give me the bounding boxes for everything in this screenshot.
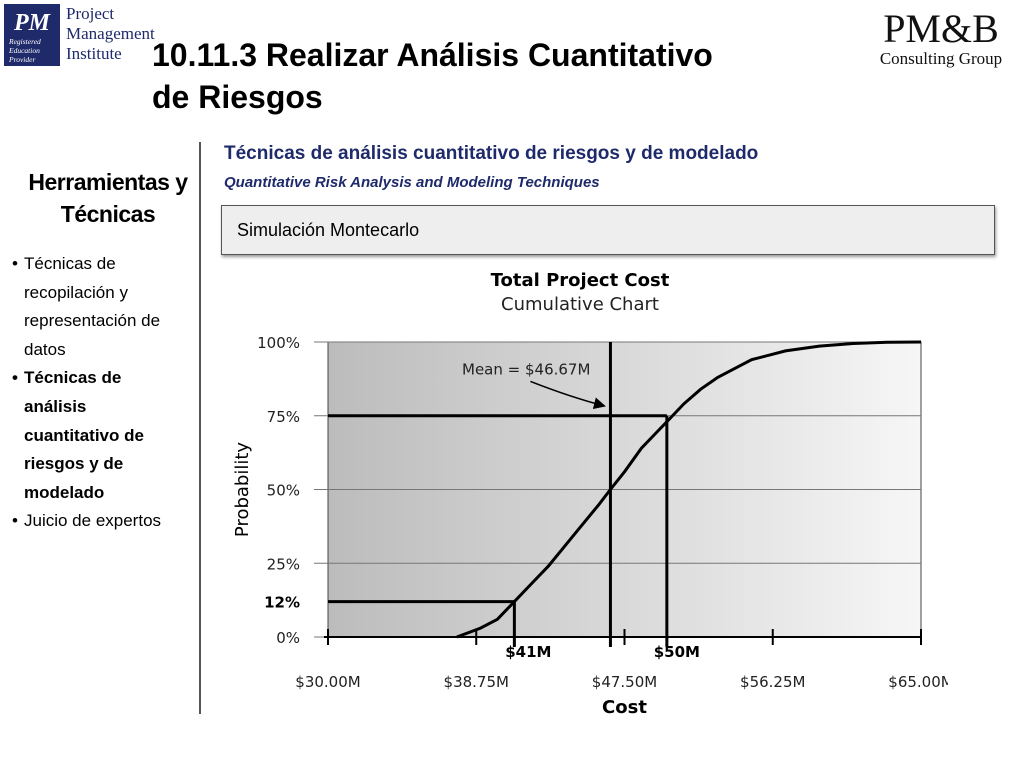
sidebar-list: Técnicas de recopilación y representació… [12, 250, 192, 536]
y-axis-label: Probability [232, 442, 253, 537]
sidebar-heading-line-2: Técnicas [60, 201, 156, 227]
section-title: Técnicas de análisis cuantitativo de rie… [224, 143, 759, 164]
sidebar-item-text: representación de [24, 311, 161, 331]
sidebar-item-data-gathering: Técnicas de recopilación y representació… [12, 250, 192, 364]
sidebar-heading-line-1: Herramientas y [28, 169, 188, 195]
sidebar-heading: Herramientas y Técnicas [22, 166, 194, 230]
sidebar-item-text: Juicio de expertos [24, 511, 162, 531]
label-50m: $50M [654, 643, 700, 661]
section-subtitle: Quantitative Risk Analysis and Modeling … [224, 174, 600, 191]
pmi-mark-icon: PM Registered Education Provider [4, 4, 60, 66]
y-tick-label: 50% [267, 482, 300, 500]
mean-annotation: Mean = $46.67M [462, 361, 590, 379]
cumulative-curve [456, 340, 922, 639]
sidebar-item-text: recopilación y [24, 282, 128, 302]
sidebar-item-text: Técnicas de [24, 368, 122, 388]
chart-title: Total Project Cost [491, 270, 670, 291]
sidebar-item-expert-judgment: Juicio de expertos [12, 507, 192, 536]
pmb-logo-sub: Consulting Group [879, 49, 1003, 68]
monte-carlo-label: Simulación Montecarlo [237, 220, 420, 240]
sidebar-item-text: Técnicas de [24, 254, 116, 273]
pmb-logo-main: PM&B [883, 6, 999, 51]
label-12pct: 12% [264, 594, 300, 612]
pmi-logo-line-1: Project [66, 4, 115, 23]
pmi-mark-text: PM [13, 10, 52, 36]
monte-carlo-box: Simulación Montecarlo [221, 205, 995, 255]
sidebar-item-text: cuantitativo de [24, 425, 144, 445]
y-tick-label: 25% [267, 555, 300, 573]
x-tick-label: $65.00M [888, 673, 948, 691]
page-title-line-2: de Riesgos [152, 79, 323, 115]
pmb-logo: PM&B Consulting Group [866, 8, 1016, 72]
pmi-mark-caption-1: Registered [8, 37, 41, 46]
y-tick-label: 100% [257, 334, 300, 352]
vertical-divider [199, 142, 201, 714]
x-tick-label: $38.75M [444, 673, 509, 691]
sidebar-item-text: riesgos y de [24, 454, 124, 474]
x-tick-label: $30.00M [295, 673, 360, 691]
sidebar-item-text: modelado [24, 482, 105, 502]
pmi-logo-line-2: Management [66, 24, 155, 43]
chart-subtitle: Cumulative Chart [501, 294, 659, 315]
label-41m: $41M [505, 643, 551, 661]
sidebar-item-text: análisis [24, 396, 87, 416]
sidebar-item-text: datos [24, 339, 66, 359]
y-tick-label: 0% [276, 629, 300, 647]
cumulative-cost-chart: Total Project Cost Cumulative Chart 0% 25… [232, 270, 948, 718]
x-axis-label: Cost [602, 697, 647, 718]
pmi-logo-line-3: Institute [66, 44, 122, 63]
page-title-line-1: 10.11.3 Realizar Análisis Cuantitativo [152, 37, 713, 73]
y-tick-label: 75% [267, 408, 300, 426]
pmi-logo: PM Registered Education Provider Project… [4, 4, 155, 66]
page-title: 10.11.3 Realizar Análisis Cuantitativo d… [152, 34, 852, 118]
mean-arrow [530, 380, 606, 410]
pmi-mark-caption-2: Education [8, 46, 40, 55]
x-tick-label: $56.25M [740, 673, 805, 691]
sidebar-item-quantitative-analysis: Técnicas de análisis cuantitativo de rie… [12, 364, 192, 507]
x-tick-label: $47.50M [592, 673, 657, 691]
pmi-logo-text: Project Management Institute [66, 4, 155, 64]
pmi-mark-caption-3: Provider [8, 55, 35, 64]
